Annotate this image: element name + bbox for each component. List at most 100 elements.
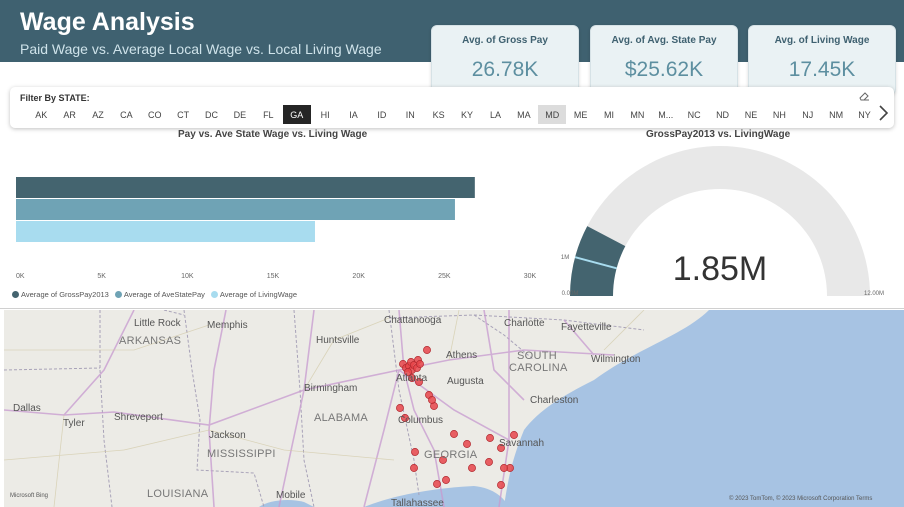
state-button-ak[interactable]: AK [35, 109, 48, 120]
state-button-ct[interactable]: CT [177, 109, 190, 120]
map-pin[interactable] [486, 434, 494, 442]
map-label: Fayetteville [561, 322, 612, 333]
state-button-ga[interactable]: GA [282, 105, 311, 124]
state-button-az[interactable]: AZ [92, 109, 104, 120]
map-pin[interactable] [468, 464, 476, 472]
gauge-target-marker [574, 256, 617, 270]
map-basemap [4, 310, 904, 507]
gauge-min-label: 0.00M [562, 291, 579, 297]
map-label: Tyler [63, 418, 85, 429]
state-button-ne[interactable]: NE [744, 109, 758, 120]
map-label: Wilmington [591, 354, 641, 365]
gauge-value-arc[interactable] [570, 226, 626, 296]
map-label: Charlotte [504, 318, 545, 329]
legend-label: Average of LivingWage [219, 290, 298, 299]
state-button-ky[interactable]: KY [461, 109, 474, 120]
map-pin[interactable] [410, 464, 418, 472]
map-pin[interactable] [428, 396, 436, 404]
map-label: SOUTH [517, 350, 557, 362]
page-subtitle: Paid Wage vs. Average Local Wage vs. Loc… [20, 41, 382, 57]
state-button-fl[interactable]: FL [263, 109, 274, 120]
bar-avestatepay[interactable] [16, 199, 455, 220]
legend-item-avestatepay[interactable]: Average of AveStatePay [114, 290, 205, 299]
map-label: Little Rock [134, 318, 181, 329]
bar-livingwage[interactable] [16, 221, 315, 242]
kpi-value: 17.45K [788, 58, 856, 81]
x-tick-label: 5K [97, 273, 106, 280]
state-button-nm[interactable]: NM [829, 109, 844, 120]
state-button-me[interactable]: ME [573, 109, 588, 120]
state-button-m[interactable]: M... [658, 109, 674, 120]
map-label: © 2023 TomTom, © 2023 Microsoft Corporat… [729, 496, 873, 502]
state-button-de[interactable]: DE [233, 109, 247, 120]
map-pin[interactable] [442, 476, 450, 484]
legend-item-livingwage[interactable]: Average of LivingWage [210, 290, 298, 299]
x-tick-label: 0K [16, 273, 25, 280]
gauge-value-label: 1.85M [673, 250, 768, 288]
kpi-label: Avg. of Gross Pay [462, 35, 548, 46]
state-button-ks[interactable]: KS [432, 109, 445, 120]
map-pin[interactable] [416, 360, 424, 368]
map-pin[interactable] [450, 430, 458, 438]
legend-item-grosspay[interactable]: Average of GrossPay2013 [12, 290, 109, 299]
state-button-in[interactable]: IN [405, 109, 415, 120]
map-pin[interactable] [485, 458, 493, 466]
map-data-points [396, 346, 518, 489]
map-label: Athens [446, 350, 478, 361]
legend-dot [210, 291, 218, 298]
eraser-icon[interactable] [858, 91, 870, 101]
state-button-dc[interactable]: DC [205, 109, 219, 120]
map-pin[interactable] [497, 444, 505, 452]
map-pin[interactable] [500, 464, 508, 472]
map-pin[interactable] [415, 378, 423, 386]
map-pin[interactable] [433, 480, 441, 488]
state-button-la[interactable]: LA [489, 109, 501, 120]
state-button-nh[interactable]: NH [772, 109, 786, 120]
state-button-ny[interactable]: NY [858, 109, 871, 120]
map-label: GEORGIA [424, 449, 478, 461]
filter-label: Filter By STATE: [20, 93, 90, 103]
map-pin[interactable] [396, 404, 404, 412]
kpi-card-gross-pay[interactable]: Avg. of Gross Pay 26.78K [431, 25, 579, 95]
gauge-target-label: 1M [561, 255, 569, 261]
map-label: Birmingham [304, 383, 358, 394]
map-pin[interactable] [404, 368, 412, 376]
state-button-hi[interactable]: HI [320, 109, 330, 120]
map-visual[interactable]: Little Rock Memphis ARKANSAS Huntsville Chat… [4, 310, 904, 507]
state-button-ca[interactable]: CA [120, 109, 133, 120]
map-pin[interactable] [408, 374, 416, 382]
state-button-ia[interactable]: IA [349, 109, 358, 120]
state-button-row: AK AR AZ CA CO CT DC DE FL GA HI IA ID IN KS KY LA MA MD ME… [27, 105, 879, 124]
map-pin[interactable] [497, 481, 505, 489]
map-pin[interactable] [411, 448, 419, 456]
state-button-ma[interactable]: MA [517, 109, 531, 120]
state-button-mi[interactable]: MI [604, 109, 614, 120]
state-button-mn[interactable]: MN [630, 109, 645, 120]
state-button-md[interactable]: MD [538, 105, 567, 124]
map-pin[interactable] [401, 414, 409, 422]
bar-chart-legend: Average of GrossPay2013 Average of AveSt… [12, 290, 303, 299]
kpi-label: Avg. of Living Wage [774, 35, 870, 46]
bar-grosspay[interactable] [16, 177, 475, 198]
map-label: Chattanooga [384, 315, 442, 326]
map-label: MISSISSIPPI [207, 448, 276, 460]
state-button-nc[interactable]: NC [687, 109, 701, 120]
kpi-value: $25.62K [624, 58, 704, 81]
map-pin[interactable] [439, 456, 447, 464]
kpi-card-state-pay[interactable]: Avg. of Avg. State Pay $25.62K [590, 25, 738, 95]
state-button-ar[interactable]: AR [63, 109, 76, 120]
chevron-right-icon[interactable] [876, 103, 890, 123]
x-tick-label: 15K [267, 273, 280, 280]
page-title: Wage Analysis [20, 8, 195, 36]
map-label: ARKANSAS [119, 335, 182, 347]
state-button-nd[interactable]: ND [716, 109, 730, 120]
map-label: Columbus [398, 415, 444, 426]
map-pin[interactable] [510, 431, 518, 439]
bar-chart: 0K 5K 10K 15K 20K 25K 30K [16, 177, 537, 280]
state-button-id[interactable]: ID [377, 109, 387, 120]
map-pin[interactable] [423, 346, 431, 354]
kpi-card-living-wage[interactable]: Avg. of Living Wage 17.45K [748, 25, 896, 95]
map-pin[interactable] [463, 440, 471, 448]
state-button-nj[interactable]: NJ [802, 109, 814, 120]
state-button-co[interactable]: CO [148, 109, 162, 120]
